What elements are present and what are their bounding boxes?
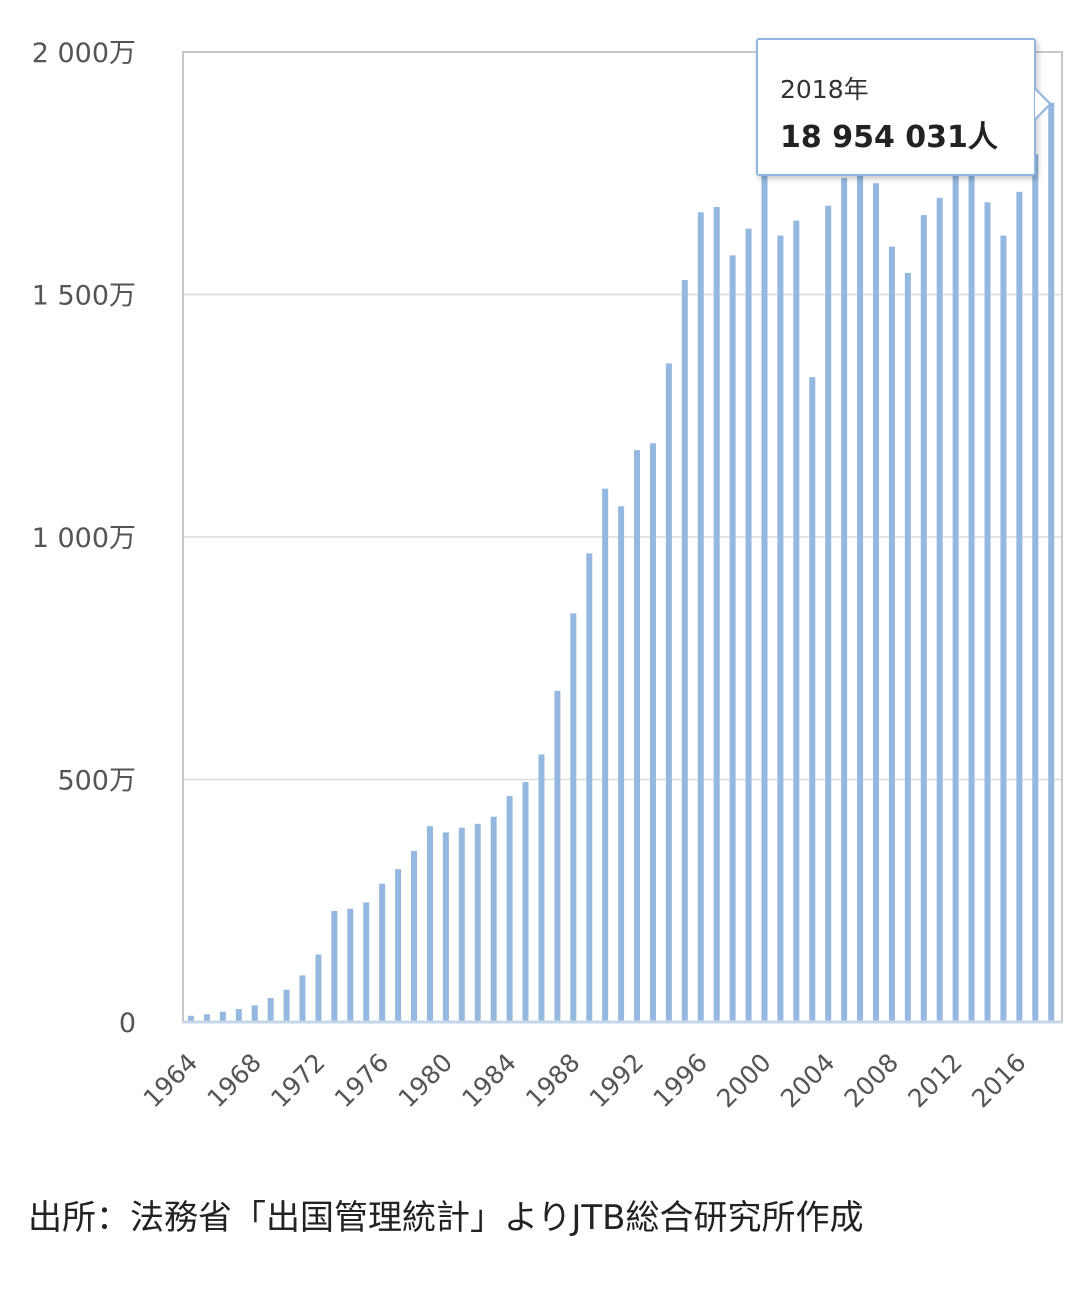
bar [968,174,975,1022]
bar [793,220,800,1022]
bar [825,205,832,1023]
bar [411,851,418,1022]
x-axis-ticks: 1964196819721976198019841988199219962000… [138,1048,1032,1113]
bar [203,1014,210,1022]
bar [1048,102,1055,1023]
bar [777,235,784,1022]
bar [219,1011,226,1022]
bar [538,754,545,1022]
bar [936,197,943,1022]
bar [602,488,609,1022]
tooltip-arrow-fill [1035,90,1049,118]
source-note: 出所：法務省「出国管理統計」よりJTB総合研究所作成 [28,1198,864,1238]
x-tick-label: 1964 [138,1048,203,1113]
bars [188,102,1055,1023]
x-tick-label: 2004 [775,1048,840,1113]
bar [442,832,449,1022]
bar [697,212,704,1022]
bar [713,207,720,1022]
bar [745,228,752,1022]
bar [634,450,641,1022]
bar [490,816,497,1022]
bar [1016,191,1023,1022]
bar [872,183,879,1022]
tooltip-year: 2018年 [780,75,869,104]
bar [347,908,354,1022]
y-tick-label: 500万 [57,766,136,797]
plot-frame [182,51,1063,1024]
bar [188,1015,194,1022]
x-tick-label: 1992 [584,1048,649,1113]
bar [888,246,895,1022]
bar [235,1009,242,1022]
x-tick-label: 2016 [966,1048,1031,1113]
x-tick-label: 1968 [201,1048,266,1113]
x-tick-label: 1996 [648,1048,713,1113]
tooltip: 2018年 18 954 031人 [756,38,1036,176]
bar [586,553,593,1022]
x-tick-label: 2008 [839,1048,904,1113]
bar [299,975,306,1022]
x-tick-label: 1976 [329,1048,394,1113]
bar [363,902,370,1022]
y-tick-label: 1 000万 [32,523,136,554]
bar [904,272,911,1022]
x-tick-label: 1988 [520,1048,585,1113]
bar [379,883,386,1022]
bar [681,280,688,1023]
bar [649,443,656,1022]
bar [857,171,864,1022]
x-tick-label: 1972 [265,1048,330,1113]
bar [841,177,848,1022]
bar [729,255,736,1022]
bar [283,989,290,1022]
x-tick-label: 1980 [393,1048,458,1113]
y-axis-ticks: 0 500万 1 000万 1 500万 2 000万 [32,38,136,1039]
bar [952,125,959,1023]
x-tick-label: 2012 [902,1048,967,1113]
bar [506,796,513,1022]
y-tick-label: 0 [119,1008,136,1039]
x-tick-label: 1984 [456,1048,521,1113]
bar [458,827,465,1022]
bar [522,782,529,1022]
bar [665,363,672,1022]
bar [761,157,768,1022]
bar [331,910,338,1022]
x-tick-label: 2000 [711,1048,776,1113]
y-tick-label: 1 500万 [32,281,136,312]
bar [618,506,625,1022]
bar [809,377,816,1022]
bar [1000,235,1007,1023]
bar [570,613,577,1022]
tooltip-value: 18 954 031人 [780,120,998,155]
bar [920,215,927,1023]
bar [554,690,561,1022]
bar [267,998,274,1022]
bar [474,823,481,1022]
y-tick-label: 2 000万 [32,38,136,69]
bar [984,202,991,1023]
bar [315,954,322,1022]
bar [395,869,402,1022]
bar [1032,154,1039,1023]
bar [251,1005,258,1022]
bar [426,826,433,1022]
